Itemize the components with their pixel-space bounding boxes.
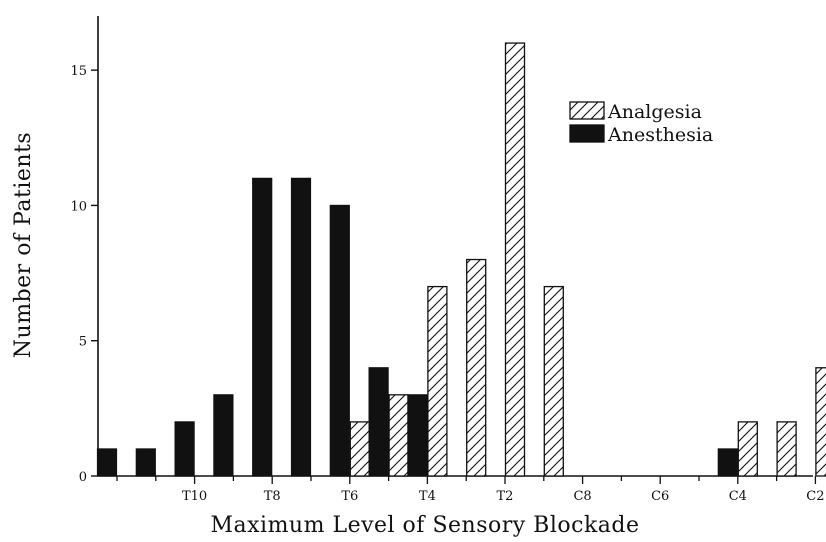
x-tick-label: T4 (419, 489, 436, 504)
legend: Analgesia Anesthesia (569, 101, 713, 146)
bar-anesthesia (252, 177, 273, 477)
x-tick-label: C6 (651, 489, 669, 504)
bar-analgesia (815, 367, 826, 477)
bar-anesthesia (368, 367, 389, 477)
bar-analgesia (427, 285, 448, 477)
x-tick-label: T10 (182, 489, 207, 504)
x-tick-label: T2 (497, 489, 514, 504)
bar-analgesia (776, 421, 797, 477)
legend-swatch-anesthesia (569, 124, 605, 143)
plot-area: 0 5 10 15 T10 T8 T6 T4 T2 C8 C6 C4 C2 (70, 16, 826, 504)
y-tick-label: 15 (70, 64, 87, 79)
y-axis-title: Number of Patients (11, 132, 36, 358)
bar-analgesia (388, 394, 409, 477)
legend-swatch-analgesia (569, 101, 605, 120)
bar-analgesia (504, 42, 526, 477)
bar-anesthesia (213, 394, 234, 477)
legend-label-anesthesia: Anesthesia (607, 124, 713, 146)
bar-anesthesia (329, 204, 350, 477)
bar-anesthesia (290, 177, 312, 477)
legend-label-analgesia: Analgesia (607, 101, 702, 123)
y-tick-label: 5 (79, 335, 87, 350)
bar-analgesia (543, 285, 564, 477)
x-tick-label: C8 (573, 489, 591, 504)
bar-analgesia (349, 421, 370, 477)
bar-anesthesia (407, 394, 428, 477)
y-tick-label: 10 (70, 199, 87, 214)
y-ticks: 0 5 10 15 (70, 64, 98, 485)
x-tick-label: C2 (806, 489, 824, 504)
bar-anesthesia (135, 448, 156, 477)
bar-analgesia (466, 258, 487, 477)
x-tick-label: T6 (341, 489, 358, 504)
x-axis-title: Maximum Level of Sensory Blockade (210, 513, 639, 538)
x-ticks: T10 T8 T6 T4 T2 C8 C6 C4 C2 (116, 476, 825, 504)
x-tick-label: T8 (264, 489, 281, 504)
bar-analgesia (737, 421, 758, 477)
y-tick-label: 0 (79, 470, 87, 485)
bars (96, 42, 826, 477)
bar-anesthesia (96, 448, 118, 477)
x-tick-label: C4 (729, 489, 747, 504)
bar-anesthesia (174, 421, 195, 477)
bar-anesthesia (717, 448, 738, 477)
